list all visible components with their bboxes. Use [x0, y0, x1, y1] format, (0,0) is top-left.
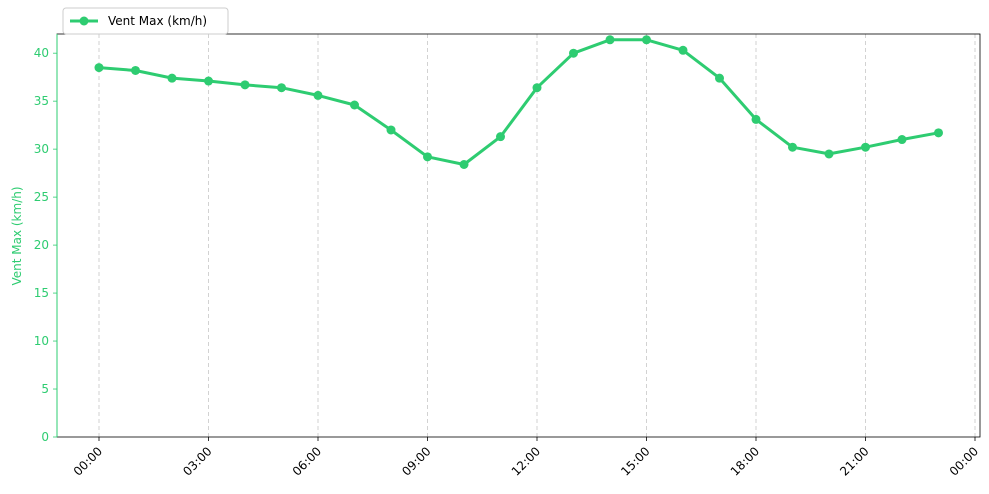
x-tick-label: 03:00	[180, 444, 214, 478]
y-axis-label: Vent Max (km/h)	[10, 186, 24, 285]
data-point	[861, 142, 870, 152]
y-tick-label: 35	[34, 94, 49, 108]
y-tick-label: 20	[34, 238, 49, 252]
data-point	[751, 114, 761, 124]
data-point	[642, 35, 651, 45]
y-tick-label: 5	[41, 382, 49, 396]
data-point	[131, 65, 140, 75]
x-tick-label: 00:00	[947, 444, 981, 478]
x-tick-label: 06:00	[290, 444, 324, 478]
y-tick-label: 10	[34, 334, 49, 348]
data-point	[532, 83, 542, 93]
y-tick-label: 30	[34, 142, 49, 156]
data-point	[423, 152, 432, 162]
y-tick-label: 40	[34, 46, 49, 60]
x-axis: 00:00 03:00 06:00 09:00 12:00 15:00 18:00 21:00…	[71, 437, 981, 479]
legend-marker-sample	[79, 16, 89, 26]
y-tick-label: 0	[41, 430, 49, 444]
x-tick-label: 09:00	[399, 444, 433, 478]
data-point	[350, 100, 359, 110]
x-tick-label: 15:00	[618, 444, 652, 478]
data-point	[386, 125, 396, 135]
data-point	[204, 76, 213, 86]
y-tick-label: 25	[34, 190, 49, 204]
data-point	[167, 73, 177, 83]
data-point	[715, 73, 724, 83]
data-point	[459, 159, 469, 169]
y-tick-label: 15	[34, 286, 49, 300]
series-line	[98, 38, 939, 166]
legend-label: Vent Max (km/h)	[108, 14, 207, 28]
data-point	[605, 35, 615, 45]
legend: Vent Max (km/h)	[62, 7, 229, 35]
x-tick-label: 21:00	[837, 444, 871, 478]
data-point	[569, 48, 578, 58]
x-tick-label: 18:00	[728, 444, 762, 478]
data-point	[313, 90, 323, 100]
y-axis: 0 5 10 15 20 25 30 35 40	[34, 34, 58, 444]
data-point	[934, 128, 943, 138]
x-tick-label: 12:00	[509, 444, 543, 478]
data-point	[788, 142, 797, 152]
data-point	[496, 132, 505, 142]
data-point	[94, 63, 104, 73]
data-point	[240, 80, 250, 90]
plot-area	[56, 33, 981, 438]
grid-lines	[98, 34, 976, 437]
data-point	[897, 135, 907, 145]
series-layer	[94, 35, 943, 169]
legend-box	[62, 7, 229, 35]
x-tick-label: 00:00	[71, 444, 105, 478]
data-point	[824, 149, 834, 159]
data-point	[277, 83, 286, 93]
data-point	[678, 45, 688, 55]
